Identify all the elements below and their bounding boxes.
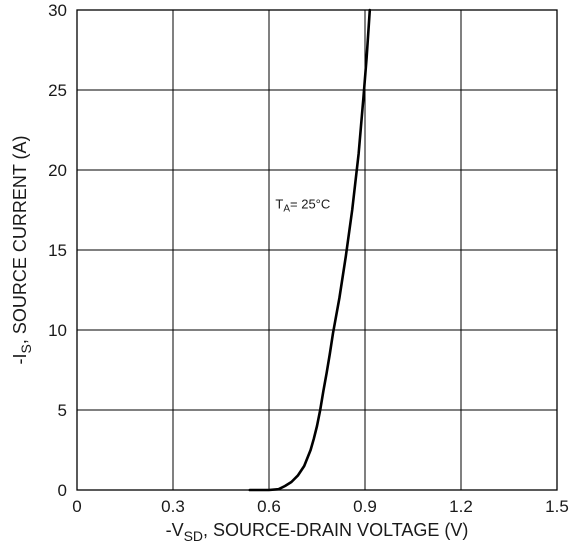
annotation-suffix: = 25°C [290,196,330,211]
y-tick-label: 0 [58,481,67,500]
y-tick-label: 20 [48,161,67,180]
y-axis-title-suffix: , SOURCE CURRENT (A) [10,135,30,344]
grid [76,9,558,491]
y-tick-labels: 0 5 10 15 20 25 30 [48,1,67,500]
y-tick-label: 5 [58,401,67,420]
y-tick-label: 10 [48,321,67,340]
annotation-subscript: A [283,203,290,214]
temperature-annotation: TA= 25°C [275,196,330,214]
x-tick-label: 0.9 [353,497,377,516]
y-axis-title-prefix: -I [10,354,30,365]
series-layer [248,8,372,492]
x-tick-labels: 0 0.3 0.6 0.9 1.2 1.5 [72,497,569,516]
x-tick-label: 0.6 [257,497,281,516]
y-tick-label: 15 [48,241,67,260]
x-axis-title: -VSD, SOURCE-DRAIN VOLTAGE (V) [166,520,469,544]
series-line [248,8,372,492]
x-tick-label: 0 [72,497,81,516]
x-tick-label: 1.2 [449,497,473,516]
y-axis-title: -IS, SOURCE CURRENT (A) [10,135,34,364]
x-axis-title-prefix: -V [166,520,184,540]
annotation-prefix: T [275,196,283,211]
x-axis-title-suffix: , SOURCE-DRAIN VOLTAGE (V) [203,520,468,540]
y-axis-title-subscript: S [18,344,34,353]
y-tick-label: 30 [48,1,67,20]
x-tick-label: 1.5 [545,497,569,516]
y-tick-label: 25 [48,81,67,100]
plot-frame [76,9,558,491]
x-tick-label: 0.3 [161,497,185,516]
x-axis-title-subscript: SD [184,528,203,544]
